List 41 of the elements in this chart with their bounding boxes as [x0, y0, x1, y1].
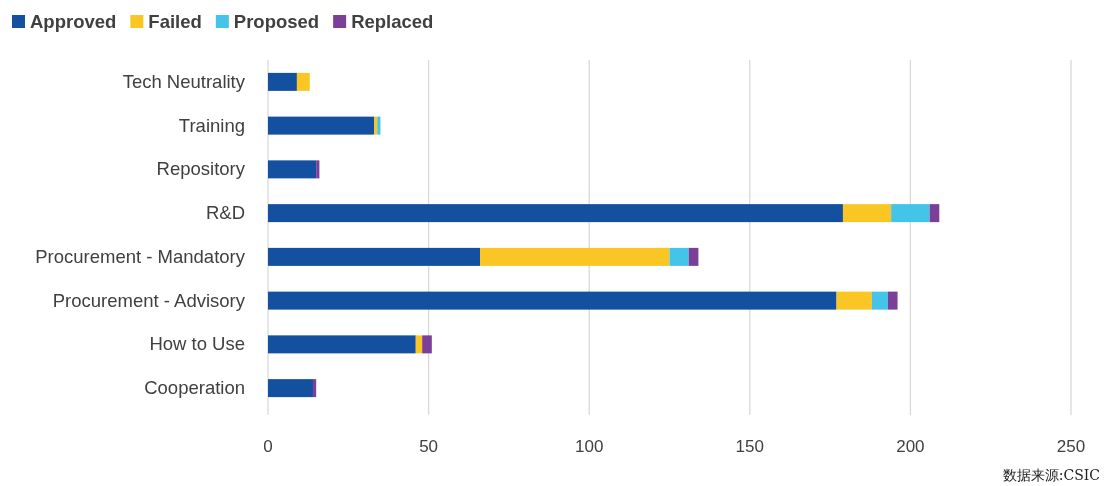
- x-tick-label: 250: [1056, 437, 1086, 456]
- x-tick-label: 50: [419, 437, 439, 456]
- legend-label: Proposed: [233, 11, 320, 32]
- y-tick-label: How to Use: [149, 333, 245, 355]
- x-tick-label: 200: [896, 437, 925, 456]
- bar: [415, 335, 423, 354]
- bar: [891, 204, 930, 223]
- y-tick-label: Procurement - Mandatory: [35, 245, 246, 267]
- bar: [316, 160, 320, 179]
- bar: [688, 247, 699, 266]
- x-tick-label: 100: [575, 437, 604, 456]
- bar: [479, 247, 670, 266]
- bar: [669, 247, 689, 266]
- bar: [268, 335, 416, 354]
- bar: [887, 291, 898, 310]
- y-tick-label: R&D: [205, 202, 245, 224]
- y-tick-label: Training: [178, 114, 245, 136]
- x-tick-label: 150: [735, 437, 764, 456]
- y-tick-label: Procurement - Advisory: [52, 289, 246, 311]
- x-tick-label: 0: [263, 437, 273, 456]
- bar: [929, 204, 940, 223]
- legend-label: Replaced: [351, 11, 434, 32]
- bar: [268, 116, 374, 135]
- bar: [268, 160, 317, 179]
- bar: [836, 291, 872, 310]
- bar: [842, 204, 892, 223]
- bar: [268, 291, 837, 310]
- y-tick-label: Tech Neutrality: [122, 70, 246, 92]
- bar: [268, 204, 843, 223]
- legend-label: Approved: [30, 11, 117, 32]
- bar: [871, 291, 888, 310]
- legend-label: Failed: [148, 11, 202, 32]
- bar: [296, 72, 310, 91]
- y-tick-label: Cooperation: [144, 377, 245, 399]
- bar: [268, 379, 313, 398]
- bar: [268, 247, 480, 266]
- source-note: 数据来源:CSIC: [1002, 467, 1100, 483]
- y-tick-label: Repository: [156, 158, 246, 180]
- bar: [312, 379, 317, 398]
- bar: [422, 335, 432, 354]
- bar: [268, 72, 297, 91]
